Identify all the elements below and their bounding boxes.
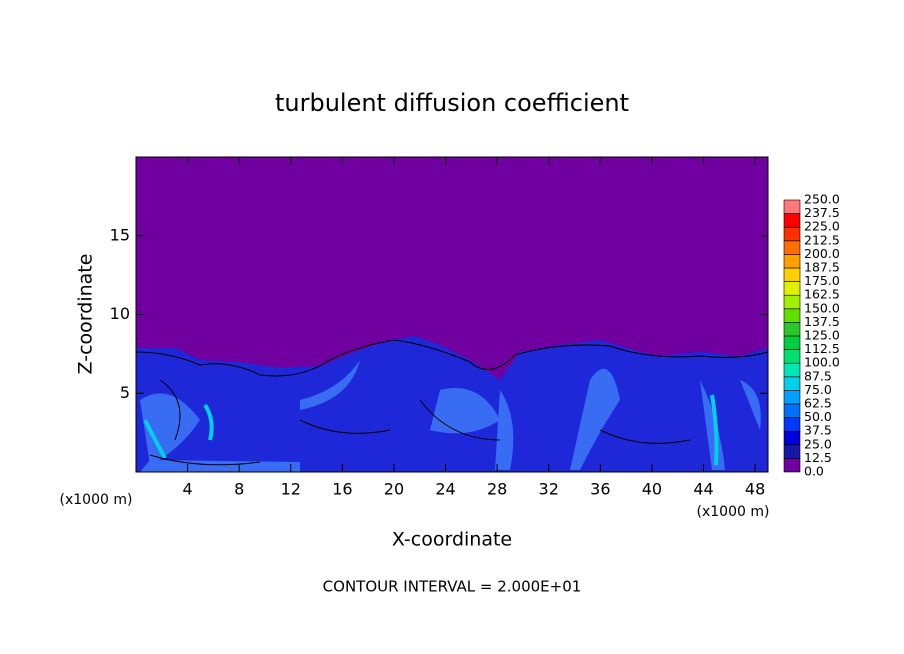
x-unit-left: (x1000 m) <box>60 492 133 508</box>
colorbar-label: 87.5 <box>804 368 832 383</box>
colorbar-label: 212.5 <box>804 232 840 247</box>
y-tick-label: 10 <box>110 304 130 323</box>
high-streaks <box>143 394 719 466</box>
colorbar-label: 250.0 <box>804 192 840 207</box>
turbulent-streaks <box>140 360 761 472</box>
y-axis-label: Z-coordinate <box>75 254 97 375</box>
x-tick-label: 16 <box>332 480 352 499</box>
colorbar-box <box>783 444 801 459</box>
colorbar-label: 187.5 <box>804 260 840 275</box>
colorbar-box <box>783 417 801 432</box>
colorbar-label: 25.0 <box>804 436 832 451</box>
x-tick-label: 44 <box>693 480 713 499</box>
colorbar-box <box>783 213 801 228</box>
colorbar-label: 150.0 <box>804 300 840 315</box>
colorbar-label: 225.0 <box>804 219 840 234</box>
x-tick-label: 8 <box>234 480 244 499</box>
x-tick-label: 12 <box>281 480 301 499</box>
colorbar-box <box>783 362 801 378</box>
colorbar-label: 37.5 <box>804 423 832 438</box>
colorbar-box <box>783 322 801 337</box>
colorbar-box <box>783 254 801 269</box>
x-axis-label: X-coordinate <box>392 529 512 551</box>
colorbar-box <box>783 430 801 446</box>
colorbar-label: 0.0 <box>804 464 824 479</box>
x-tick-label: 36 <box>590 480 610 499</box>
colorbar-box <box>783 376 801 391</box>
colorbar-label: 162.5 <box>804 287 840 302</box>
colorbar-label: 112.5 <box>804 341 840 356</box>
colorbar-label: 75.0 <box>804 382 832 397</box>
colorbar-box <box>783 267 801 282</box>
y-tick-label: 15 <box>110 225 130 244</box>
colorbar-box <box>783 335 801 350</box>
colorbar-box <box>783 240 801 255</box>
colorbar-label: 200.0 <box>804 246 840 261</box>
contour-lines <box>135 339 769 466</box>
colorbar-label: 62.5 <box>804 396 832 411</box>
x-tick-label: 20 <box>384 480 404 499</box>
colorbar-label: 100.0 <box>804 355 840 370</box>
colorbar-box <box>783 199 801 214</box>
colorbar-box <box>783 226 801 242</box>
x-tick-label: 28 <box>487 480 507 499</box>
x-tick-label: 32 <box>539 480 559 499</box>
colorbar-label: 125.0 <box>804 328 840 343</box>
chart-title: turbulent diffusion coefficient <box>275 89 629 117</box>
colorbar-box <box>783 281 801 296</box>
x-tick-label: 48 <box>745 480 765 499</box>
colorbar-box <box>783 403 801 418</box>
footnote: CONTOUR INTERVAL = 2.000E+01 <box>323 578 582 596</box>
colorbar-box <box>783 308 801 323</box>
colorbar-label: 137.5 <box>804 314 840 329</box>
colorbar-box <box>783 294 801 310</box>
x-tick-label: 40 <box>642 480 662 499</box>
colorbar-label: 175.0 <box>804 273 840 288</box>
x-unit-right: (x1000 m) <box>697 504 770 520</box>
colorbar-label: 12.5 <box>804 450 832 465</box>
y-tick-label: 5 <box>120 383 130 402</box>
colorbar-box <box>783 390 801 405</box>
x-tick-label: 24 <box>435 480 455 499</box>
colorbar-label: 50.0 <box>804 409 832 424</box>
x-tick-label: 4 <box>182 480 192 499</box>
colorbar-label: 237.5 <box>804 205 840 220</box>
colorbar-box <box>783 458 801 473</box>
colorbar-box <box>783 349 801 364</box>
